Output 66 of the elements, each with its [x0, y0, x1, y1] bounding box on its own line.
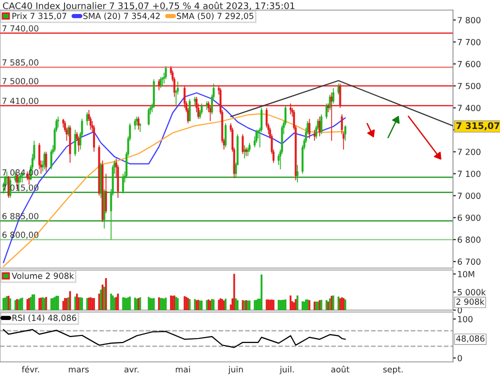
- y-tick-label: 100: [458, 316, 473, 322]
- candlestick: [57, 116, 60, 128]
- candlestick: [308, 118, 310, 139]
- candlestick: [318, 116, 321, 137]
- y-tick-label: 7 600: [458, 60, 480, 68]
- y-tick-label: 5 000k: [458, 288, 486, 296]
- x-tick-label: mai: [176, 366, 190, 372]
- candlestick: [50, 149, 52, 170]
- y-tick-label: 7 100: [458, 170, 480, 177]
- legend-label: SMA (20) 7 354,42: [83, 12, 160, 20]
- x-tick-label: févr.: [22, 366, 40, 372]
- legend-label: RSI (14) 48,086: [12, 314, 76, 322]
- y-tick-label: 7 000: [458, 192, 480, 199]
- x-tick-label: sept.: [383, 366, 403, 374]
- y-tick-label: 7 800: [458, 16, 480, 24]
- y-tick-label: 7 700: [458, 38, 480, 46]
- text: 48,086: [456, 335, 484, 343]
- y-tick-label: 7 400: [458, 104, 480, 112]
- y-tick-label: 6 900: [458, 214, 480, 221]
- candlestick: [122, 173, 124, 194]
- candlestick: [344, 124, 346, 142]
- ref-line-label: 7 740,00: [2, 25, 38, 32]
- candlestick: [320, 114, 322, 135]
- candlestick: [326, 103, 328, 120]
- y-tick-label: 7 200: [458, 148, 480, 156]
- candlestick: [86, 112, 88, 126]
- line-series: [2, 328, 346, 348]
- candlestick: [105, 173, 107, 214]
- candlestick: [296, 164, 298, 183]
- text: 2 908k: [456, 298, 484, 305]
- candlestick: [255, 129, 258, 144]
- candlestick: [93, 124, 95, 152]
- candlestick: [45, 151, 48, 172]
- candlestick: [184, 85, 186, 108]
- y-tick-label: 6 700: [458, 258, 480, 265]
- candlestick: [200, 103, 203, 115]
- candlestick: [188, 98, 191, 122]
- x-tick-label: juil.: [280, 366, 294, 374]
- candlestick: [134, 118, 136, 130]
- candlestick: [243, 144, 246, 159]
- candlestick: [290, 103, 292, 115]
- candlestick: [148, 107, 150, 126]
- ref-line-label: 7 585,00: [2, 59, 38, 66]
- candlestick: [242, 134, 244, 154]
- y-tick-label: 0: [458, 354, 462, 362]
- candlestick: [160, 76, 162, 88]
- y-tick-label: 7 500: [458, 82, 480, 90]
- candlestick: [328, 94, 331, 110]
- candlestick: [339, 83, 342, 108]
- x-tick-label: juin: [228, 366, 243, 374]
- text: 7 315,07: [456, 122, 500, 130]
- x-tick-label: mars: [68, 368, 89, 372]
- legend-label: SMA (50) 7 292,05: [176, 12, 254, 20]
- candlestick: [38, 142, 40, 170]
- ref-line-label: 7 500,00: [2, 78, 38, 86]
- ref-line-label: 7 410,00: [2, 98, 38, 105]
- y-tick-label: 10M: [458, 270, 474, 278]
- y-tick-label: 6 800: [458, 236, 480, 243]
- legend-label: Prix 7 315,07: [12, 12, 66, 20]
- candlestick: [278, 154, 280, 166]
- candlestick: [224, 122, 227, 148]
- legend-label: Volume 2 908k: [12, 272, 74, 279]
- chart-title: CAC40 Index Journalier 7 315,07 +0,75 % 4 août 2023, 17:35:01: [3, 2, 294, 11]
- x-tick-label: août: [331, 366, 350, 372]
- candlestick: [209, 105, 212, 122]
- x-tick-label: avr.: [124, 368, 138, 372]
